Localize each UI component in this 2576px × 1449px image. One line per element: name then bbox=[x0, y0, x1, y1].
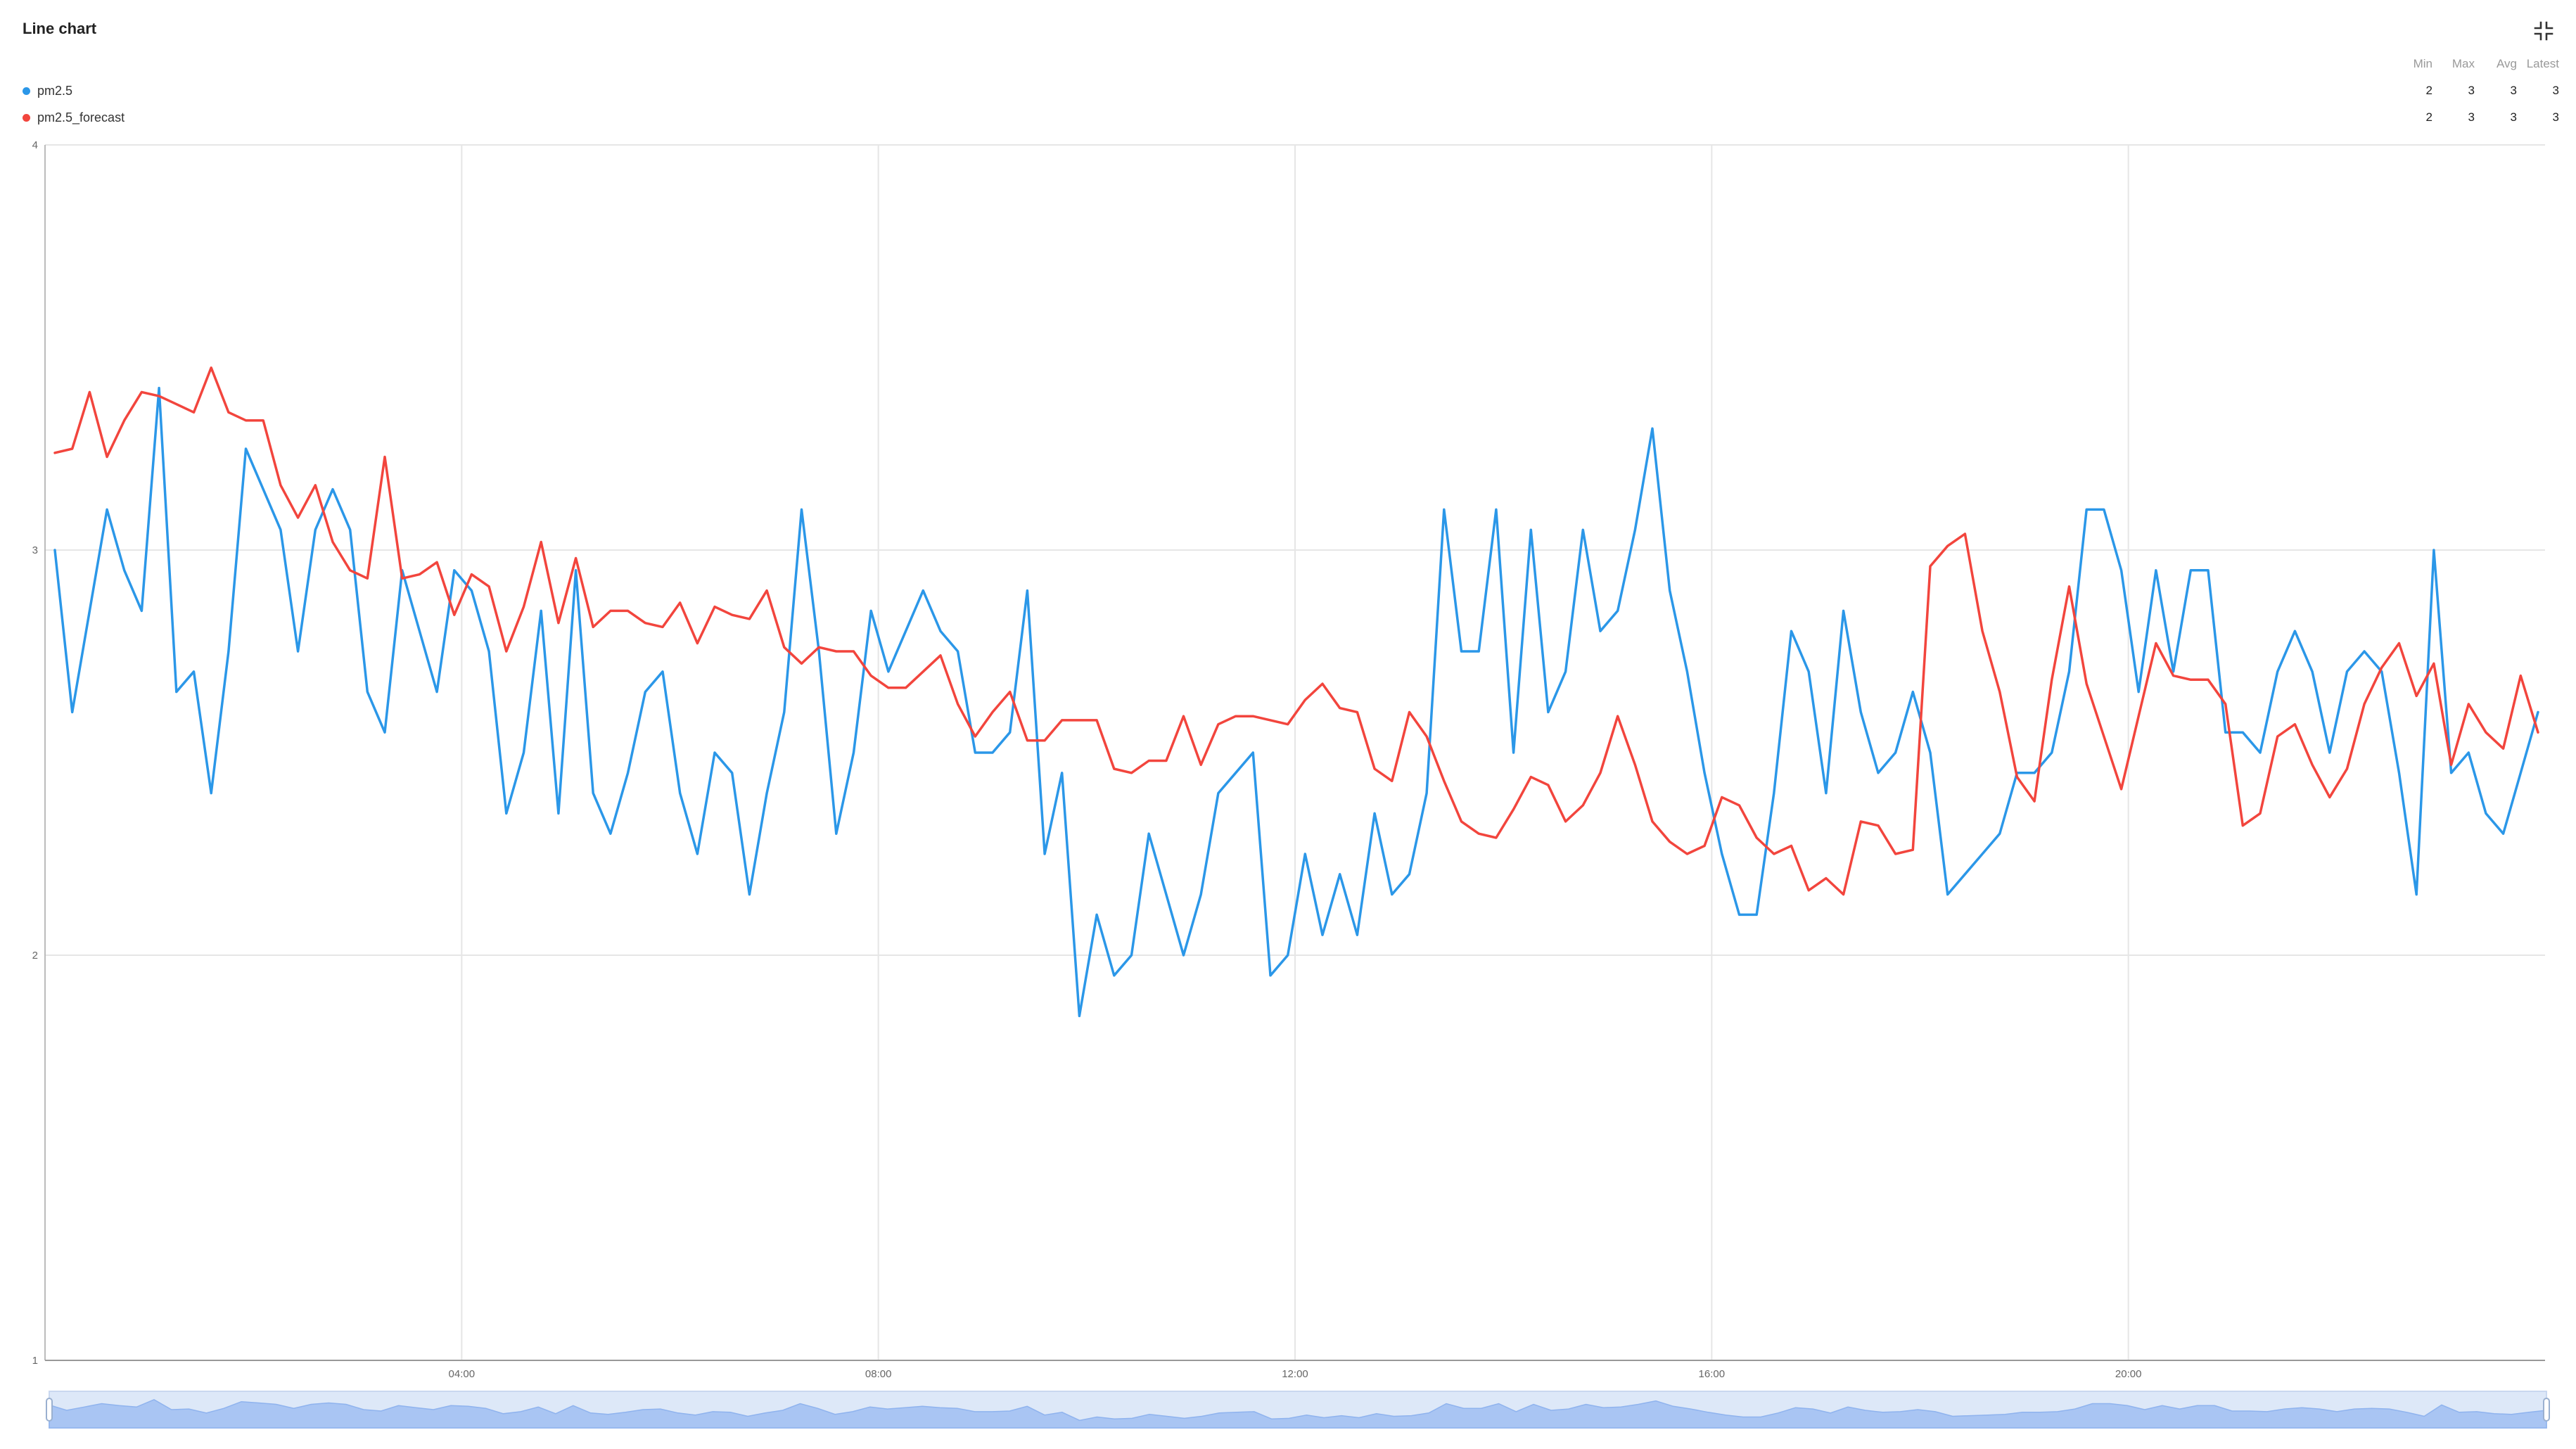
legend-dot-icon bbox=[23, 113, 30, 122]
stats-min: 2 bbox=[2425, 84, 2432, 97]
stats-avg: 3 bbox=[2510, 110, 2517, 124]
series-line-pm25-forecast bbox=[53, 366, 2539, 896]
stats-min: 2 bbox=[2425, 110, 2432, 124]
stats-row-pm25-forecast: 2 3 3 3 bbox=[2390, 104, 2559, 131]
y-tick-label: 4 bbox=[32, 139, 38, 151]
series-line-pm25 bbox=[53, 386, 2539, 1018]
stats-header-avg: Avg bbox=[2497, 57, 2517, 70]
stats-header-latest: Latest bbox=[2526, 57, 2559, 70]
range-slider-preview bbox=[49, 1398, 2547, 1429]
x-tick-label: 04:00 bbox=[449, 1368, 476, 1380]
legend: pm2.5 pm2.5_forecast bbox=[23, 77, 125, 131]
y-tick-label: 3 bbox=[32, 544, 38, 556]
y-tick-label: 2 bbox=[32, 950, 38, 962]
y-tick-label: 1 bbox=[32, 1355, 38, 1367]
stats-row-pm25: 2 3 3 3 bbox=[2390, 77, 2559, 104]
stats-header-row: Min Max Avg Latest bbox=[2390, 51, 2559, 77]
x-tick-label: 08:00 bbox=[865, 1368, 892, 1380]
range-slider-handle-left[interactable] bbox=[46, 1398, 53, 1422]
legend-label: pm2.5_forecast bbox=[37, 110, 125, 125]
stats-header-min: Min bbox=[2413, 57, 2432, 70]
legend-item-pm25-forecast[interactable]: pm2.5_forecast bbox=[23, 104, 125, 131]
fullscreen-exit-icon[interactable] bbox=[2534, 21, 2553, 41]
x-tick-label: 16:00 bbox=[1699, 1368, 1726, 1380]
stats-header-max: Max bbox=[2451, 57, 2475, 70]
legend-label: pm2.5 bbox=[37, 83, 73, 98]
stats-max: 3 bbox=[2468, 110, 2475, 124]
legend-dot-icon bbox=[23, 87, 30, 95]
stats-latest: 3 bbox=[2552, 84, 2559, 97]
stats-latest: 3 bbox=[2552, 110, 2559, 124]
stats-max: 3 bbox=[2468, 84, 2475, 97]
x-tick-label: 12:00 bbox=[1282, 1368, 1308, 1380]
stats-avg: 3 bbox=[2510, 84, 2517, 97]
legend-stats-table: Min Max Avg Latest 2 3 3 3 2 3 3 3 bbox=[2390, 51, 2559, 131]
chart-title: Line chart bbox=[23, 20, 97, 37]
x-tick-label: 20:00 bbox=[2115, 1368, 2142, 1380]
legend-item-pm25[interactable]: pm2.5 bbox=[23, 77, 125, 104]
range-slider-handle-right[interactable] bbox=[2543, 1398, 2550, 1422]
